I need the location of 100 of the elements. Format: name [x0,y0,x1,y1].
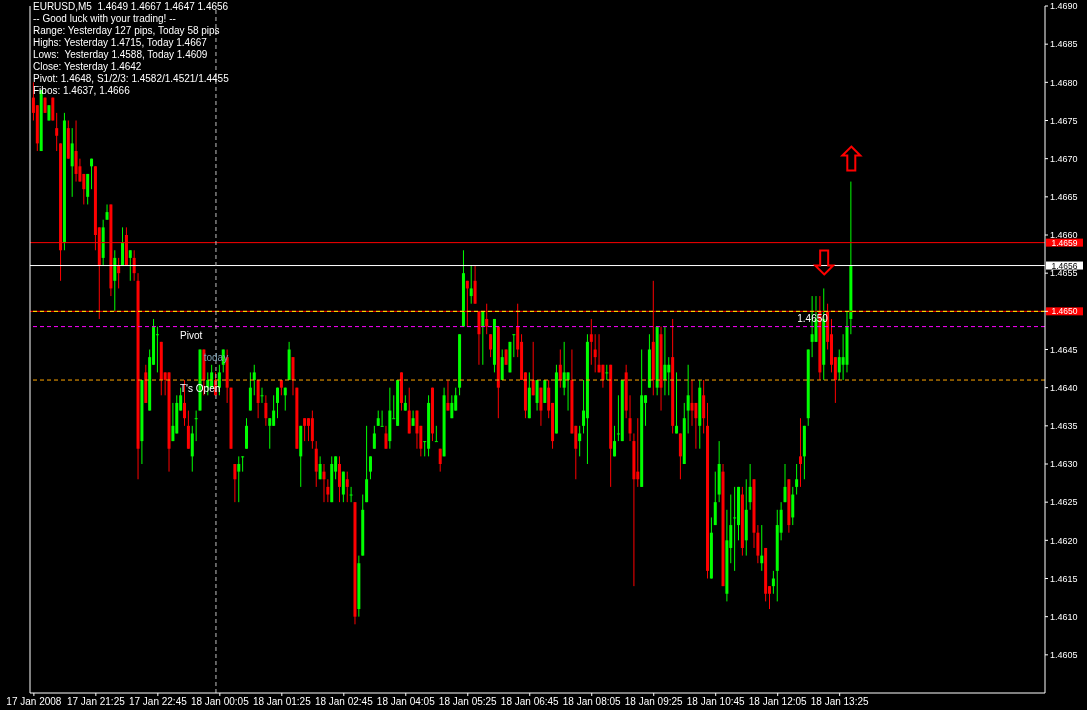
candlestick [512,333,516,358]
annotation: Lows: Yesterday 1.4588, Today 1.4609 [33,49,209,61]
candlestick [434,425,438,443]
x-tick-label: 18 Jan 10:45 [686,696,746,708]
candlestick [578,425,582,457]
y-tick-label: 1.4640 [1050,382,1078,393]
candlestick [407,387,411,434]
candlestick [760,524,764,572]
candlestick [349,486,353,503]
y-tick-label: 1.4625 [1050,497,1078,508]
annotation: Pivot: 1.4648, S1/2/3: 1.4582/1.4521/1.4455 [33,73,229,85]
candlestick [748,463,752,511]
candlestick [365,425,369,503]
candlestick [55,112,59,152]
candlestick [791,486,795,526]
x-tick-label: 18 Jan 02:45 [314,696,374,708]
candlestick [113,249,117,312]
x-tick-label: 18 Jan 05:25 [438,696,498,708]
candlestick [70,127,74,198]
candlestick [411,410,415,427]
x-tick-label: 18 Jan 09:25 [624,696,684,708]
candlestick [155,326,159,373]
candlestick [252,364,256,396]
candlestick [322,463,326,503]
candlestick [233,463,237,503]
candlestick [337,455,341,503]
candlestick [605,364,609,381]
candlestick [500,349,504,381]
candlestick [473,265,477,305]
candlestick [303,417,307,442]
annotation: Highs: Yesterday 1.4715, Today 1.4667 [33,37,208,49]
x-tick-label: 18 Jan 08:05 [562,696,622,708]
candlestick [566,371,570,412]
x-tick-label: 18 Jan 13:25 [810,696,870,708]
candlestick [241,455,245,473]
x-tick-label: 18 Jan 01:25 [252,696,312,708]
candlestick [686,364,690,434]
candlestick [310,410,314,450]
y-tick-label: 1.4620 [1050,535,1078,546]
x-tick-label: 18 Jan 06:45 [500,696,560,708]
candlestick [368,455,372,480]
y-tick-label: 1.4645 [1050,344,1078,355]
y-tick-label: 1.4690 [1050,1,1078,12]
y-tick-label: 1.4635 [1050,421,1078,432]
chart-title: EURUSD,M5 1.4649 1.4667 1.4647 1.4656 [33,1,229,13]
candlestick [256,379,260,419]
candlestick [690,379,694,427]
x-tick-label: 17 Jan 22:45 [128,696,188,708]
candlestick [531,341,535,396]
candlestick [245,417,249,450]
candlestick [345,471,349,503]
y-tick-label: 1.4655 [1050,268,1078,279]
candlestick [86,173,90,205]
candlestick [795,463,799,496]
candlestick [481,310,485,366]
y-tick-label: 1.4605 [1050,650,1078,661]
candlestick [237,455,241,503]
candlestick [341,471,345,503]
candlestick [799,417,802,488]
candlestick [713,471,717,526]
candlestick [90,158,94,190]
y-tick-label: 1.4630 [1050,459,1078,470]
candlestick [314,440,318,488]
candlestick [186,410,190,450]
candlestick [264,394,268,427]
candlestick [372,425,376,450]
candlestick [446,379,450,412]
candlestick [248,371,252,412]
candlestick [593,333,597,373]
candlestick [663,326,667,396]
candlestick [128,249,132,282]
x-tick-label: 17 Jan 2008 [6,696,62,708]
candlestick [415,410,419,450]
y-tick-label: 1.4610 [1050,611,1078,622]
annotation: Range: Yesterday 127 pips, Today 58 pips [33,25,221,37]
candlestick [535,379,539,412]
candlestick [636,417,640,488]
ref-line-label: 1.4650 [1051,306,1078,317]
y-tick-label: 1.4685 [1050,39,1078,50]
y-tick-label: 1.4680 [1050,77,1078,88]
candlestick [678,432,682,480]
ref-line-label: 1.4656 [1051,260,1078,271]
x-tick-label: 18 Jan 04:05 [376,696,436,708]
candlestick [469,265,473,305]
candlestick [105,203,109,221]
candlestick [74,120,78,183]
x-tick-label: 18 Jan 12:05 [748,696,808,708]
candlestick [589,318,593,366]
y-tick-label: 1.4615 [1050,573,1078,584]
candlestick [771,570,775,595]
candlestick [117,257,121,289]
y-tick-label: 1.4675 [1050,115,1078,126]
candlestick [260,387,264,404]
candlestick [613,425,617,457]
y-tick-label: 1.4670 [1050,153,1078,164]
candlestick [667,356,671,396]
candlestick [132,249,136,282]
candlestick [380,410,384,427]
candlestick [171,402,175,442]
x-tick-label: 18 Jan 00:05 [190,696,250,708]
